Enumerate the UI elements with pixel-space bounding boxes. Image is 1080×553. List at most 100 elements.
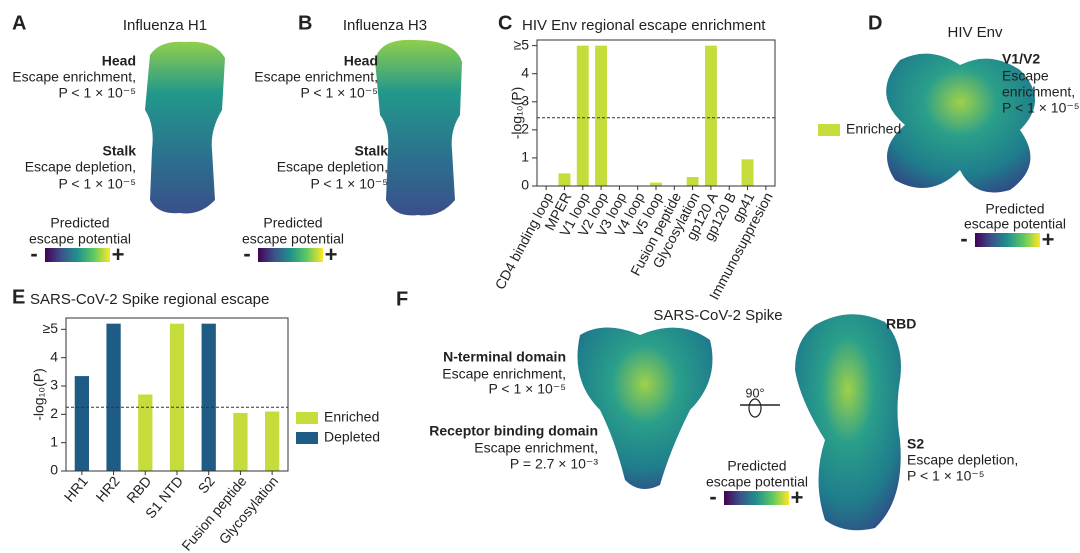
protein-image — [795, 314, 901, 531]
annotation: Escape enrichment, — [474, 440, 598, 456]
bar — [106, 323, 121, 471]
bar — [704, 45, 717, 186]
legend-label: Depleted — [324, 429, 380, 445]
panel-letter: C — [498, 12, 512, 34]
y-tick-label: ≥5 — [514, 36, 530, 52]
annotation: P < 1 × 10⁻⁵ — [300, 85, 378, 101]
colorbar-label: escape potential — [964, 216, 1066, 232]
annotation-heading: Stalk — [355, 143, 389, 159]
colorbar-label: Predicted — [263, 215, 322, 231]
colorbar-high: + — [791, 485, 804, 510]
annotation-heading: S2 — [907, 436, 924, 452]
x-tick-label: S2 — [195, 473, 218, 497]
y-tick-label: 1 — [521, 149, 529, 165]
colorbar-label: escape potential — [706, 474, 808, 490]
panel-title: Influenza H3 — [343, 17, 427, 34]
colorbar-label: Predicted — [727, 458, 786, 474]
panel-letter: B — [298, 12, 312, 34]
bar — [686, 177, 699, 186]
x-tick-label: HR1 — [61, 473, 91, 505]
panel-title: SARS-CoV-2 Spike — [653, 307, 782, 324]
bar — [558, 173, 571, 186]
bar — [233, 412, 248, 471]
colorbar-low: - — [30, 241, 37, 266]
bar — [650, 182, 662, 186]
legend-swatch — [296, 412, 318, 424]
bar — [265, 411, 280, 471]
protein-image — [577, 327, 713, 489]
panel-title: HIV Env — [947, 24, 1003, 41]
colorbar-low: - — [960, 226, 967, 251]
annotation: Escape — [1002, 68, 1049, 84]
colorbar-label: escape potential — [242, 231, 344, 247]
y-tick-label: 4 — [521, 64, 529, 80]
chart-title: HIV Env regional escape enrichment — [522, 17, 766, 34]
panel-letter: A — [12, 12, 26, 34]
rotation-arrow — [748, 398, 762, 418]
y-tick-label: 3 — [521, 92, 529, 108]
annotation: P < 1 × 10⁻⁵ — [310, 176, 388, 192]
bar — [576, 45, 589, 186]
annotation-heading: Stalk — [103, 143, 137, 159]
annotation: P = 2.7 × 10⁻³ — [510, 456, 598, 472]
annotation: enrichment, — [1002, 84, 1075, 100]
panel-letter: F — [396, 288, 408, 310]
annotation: Escape depletion, — [907, 452, 1018, 468]
legend-label: Enriched — [846, 121, 901, 137]
panel-letter: D — [868, 12, 882, 34]
annotation: Escape enrichment, — [254, 69, 378, 85]
x-tick-label: CD4 binding loop — [492, 189, 557, 292]
x-tick-label: HR2 — [92, 473, 122, 505]
bar — [595, 45, 608, 186]
colorbar-high: + — [325, 242, 338, 267]
annotation-heading: Head — [344, 53, 378, 69]
colorbar-low: - — [243, 241, 250, 266]
y-axis-label: -log₁₀(P) — [31, 368, 47, 421]
annotation-heading: RBD — [886, 316, 916, 332]
colorbar-label: escape potential — [29, 231, 131, 247]
colorbar-high: + — [112, 242, 125, 267]
plot-frame — [536, 39, 776, 187]
annotation: P < 1 × 10⁻⁵ — [58, 176, 136, 192]
colorbar — [258, 248, 323, 262]
y-tick-label: 0 — [521, 177, 529, 193]
panel-letter: E — [12, 286, 25, 308]
panel-title: Influenza H1 — [123, 17, 207, 34]
y-tick-label: 2 — [521, 121, 529, 137]
y-tick-label: 1 — [50, 433, 58, 449]
y-tick-label: 4 — [50, 348, 58, 364]
protein-image — [375, 39, 462, 216]
y-tick-label: 3 — [50, 377, 58, 393]
colorbar-label: Predicted — [50, 215, 109, 231]
annotation-heading: V1/V2 — [1002, 51, 1040, 67]
bar — [201, 323, 216, 471]
protein-image — [886, 53, 1035, 193]
annotation: P < 1 × 10⁻⁵ — [907, 468, 985, 484]
annotation-heading: N-terminal domain — [443, 349, 566, 365]
rotation-label: 90° — [746, 386, 765, 400]
chart-title: SARS-CoV-2 Spike regional escape — [30, 291, 269, 308]
annotation: Escape depletion, — [277, 159, 388, 175]
legend-label: Enriched — [324, 409, 379, 425]
bar — [74, 376, 89, 471]
colorbar — [975, 233, 1040, 247]
annotation: Escape depletion, — [25, 159, 136, 175]
colorbar-low: - — [709, 484, 716, 509]
y-tick-label: ≥5 — [43, 320, 59, 336]
annotation: Escape enrichment, — [12, 69, 136, 85]
colorbar — [724, 491, 789, 505]
colorbar-high: + — [1042, 227, 1055, 252]
bar — [169, 323, 185, 471]
annotation-heading: Head — [102, 53, 136, 69]
y-axis-label: -log₁₀(P) — [509, 87, 525, 140]
y-tick-label: 0 — [50, 462, 58, 478]
annotation: Escape enrichment, — [442, 366, 566, 382]
colorbar — [45, 248, 110, 262]
colorbar-label: Predicted — [985, 201, 1044, 217]
legend-swatch — [296, 432, 318, 444]
protein-image — [145, 41, 225, 214]
annotation: P < 1 × 10⁻⁵ — [1002, 100, 1080, 116]
y-tick-label: 2 — [50, 405, 58, 421]
annotation: P < 1 × 10⁻⁵ — [58, 85, 136, 101]
